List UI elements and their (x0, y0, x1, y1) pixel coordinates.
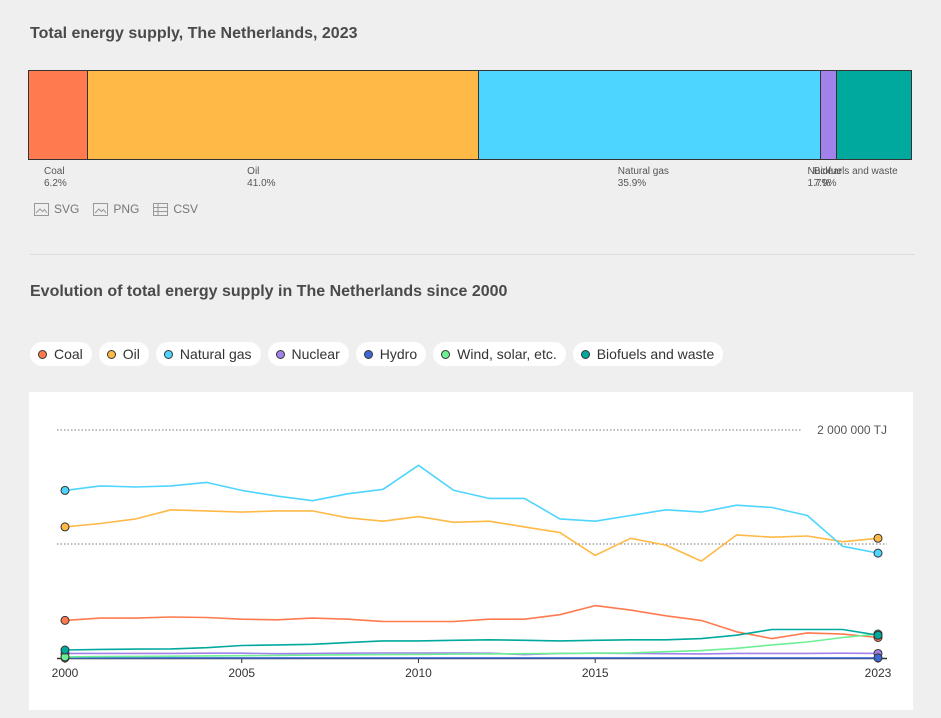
bar-label-value: 6.2% (44, 178, 67, 189)
legend-label: Nuclear (291, 346, 340, 362)
line-chart-panel: 2 000 000 TJ 2000 2005 2010 2015 2023 (29, 392, 913, 710)
bar-label-biofuels-and-waste: Biofuels and waste 7.9% (814, 166, 898, 190)
legend-item-coal[interactable]: Coal (30, 342, 92, 366)
bar-segment-nuclear[interactable] (819, 70, 837, 160)
download-png-button[interactable]: PNG (93, 202, 139, 216)
series-point-oil-start (60, 522, 70, 532)
legend-item-oil[interactable]: Oil (98, 342, 149, 366)
legend-item-hydro[interactable]: Hydro (355, 342, 427, 366)
x-tick-label: 2005 (228, 666, 255, 680)
series-line-biofuels-and-waste (64, 628, 879, 651)
series-point-biofuels-and-waste-start (60, 645, 70, 655)
x-tick-label: 2000 (52, 666, 79, 680)
legend-dot-icon (580, 349, 590, 359)
download-csv-button[interactable]: CSV (153, 202, 198, 216)
bar-label-nuclear: Nuclear 1.7% (808, 166, 842, 190)
treemap-title: Total energy supply, The Netherlands, 20… (30, 25, 358, 42)
download-csv-label: CSV (173, 202, 199, 216)
legend-dot-icon (441, 349, 451, 359)
legend-label: Natural gas (179, 346, 252, 362)
series-line-oil (64, 509, 879, 562)
legend-dot-icon (363, 349, 373, 359)
series-line-nuclear (65, 652, 879, 656)
bar-label-value: 1.7% (807, 178, 831, 189)
chart-legend: Coal Oil Natural gas Nuclear Hydro Wind, sola… (30, 342, 724, 366)
x-tick-label: 2010 (405, 666, 432, 680)
bar-label-name: Biofuels and waste (813, 166, 898, 177)
legend-dot-icon (275, 349, 285, 359)
bar-segment-coal[interactable] (28, 70, 89, 160)
table-icon (153, 202, 169, 216)
series-line-coal (64, 604, 879, 640)
image-icon (34, 202, 49, 216)
bar-label-coal: Coal 6.2% (44, 166, 67, 190)
legend-dot-icon (163, 349, 173, 359)
x-tick-label: 2015 (582, 666, 609, 680)
bar-segment-biofuels-and-waste[interactable] (835, 70, 912, 160)
bar-segment-natural-gas[interactable] (477, 70, 821, 160)
legend-dot-icon (38, 349, 47, 359)
download-toolbar: SVG PNG CSV (34, 202, 198, 216)
bar-label-name: Coal (44, 166, 65, 177)
series-point-coal-start (60, 615, 70, 625)
stacked-bar-chart (28, 70, 912, 162)
legend-item-biofuels-and-waste[interactable]: Biofuels and waste (572, 342, 724, 366)
bar-label-name: Nuclear (807, 166, 843, 177)
section-divider (30, 254, 915, 255)
download-png-label: PNG (113, 202, 140, 216)
legend-item-nuclear[interactable]: Nuclear (267, 342, 349, 366)
legend-item-natural-gas[interactable]: Natural gas (155, 342, 261, 366)
line-chart: 2 000 000 TJ 2000 2005 2010 2015 2023 (52, 423, 892, 680)
download-svg-button[interactable]: SVG (34, 202, 79, 216)
series-point-natural-gas-end (873, 548, 883, 558)
reference-line-label: 2 000 000 TJ (817, 423, 887, 437)
legend-label: Wind, solar, etc. (457, 346, 557, 362)
image-icon (93, 202, 109, 216)
legend-label: Hydro (379, 346, 418, 362)
series-point-oil-end (873, 533, 883, 543)
download-svg-label: SVG (54, 202, 80, 216)
legend-item-wind-solar-etc[interactable]: Wind, solar, etc. (433, 342, 566, 366)
bar-label-natural-gas: Natural gas 35.9% (618, 166, 669, 190)
bar-label-name: Natural gas (617, 166, 669, 177)
x-tick-label: 2023 (865, 666, 892, 680)
legend-dot-icon (106, 349, 116, 359)
bar-label-value: 7.9% (813, 178, 837, 189)
series-line-natural-gas (64, 464, 879, 554)
series-line-wind-solar-etc (64, 633, 879, 658)
bar-label-value: 35.9% (617, 178, 647, 189)
series-point-hydro-end (873, 653, 883, 663)
series-point-natural-gas-start (60, 485, 70, 495)
bar-label-oil: Oil 41.0% (247, 166, 275, 190)
legend-label: Biofuels and waste (596, 346, 715, 362)
legend-label: Oil (122, 346, 140, 362)
bar-label-name: Oil (247, 166, 260, 177)
line-chart-title: Evolution of total energy supply in The … (30, 283, 508, 300)
bar-label-value: 41.0% (247, 178, 276, 189)
series-point-biofuels-and-waste-end (873, 630, 883, 640)
legend-label: Coal (54, 346, 83, 362)
bar-segment-oil[interactable] (87, 70, 479, 160)
